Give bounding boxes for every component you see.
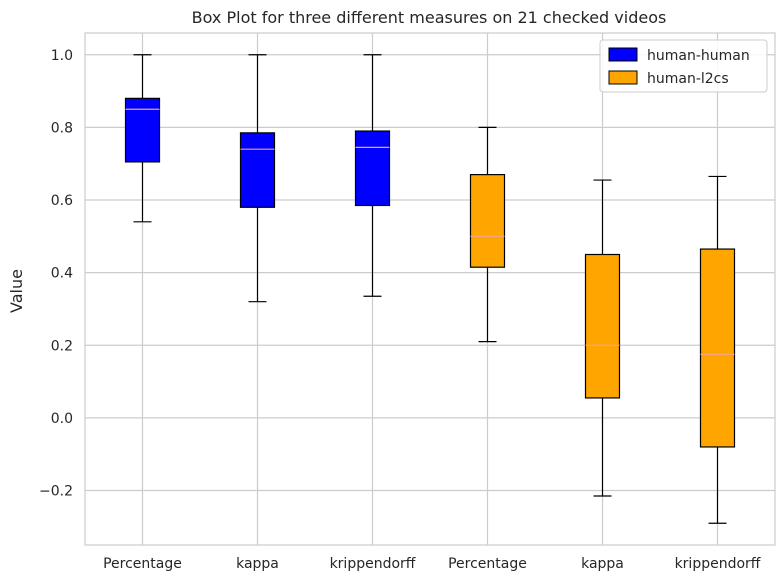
box-iqr xyxy=(124,97,161,163)
boxes xyxy=(124,54,736,524)
chart-title: Box Plot for three different measures on… xyxy=(192,8,667,27)
y-tick-label: 1.0 xyxy=(51,48,73,64)
legend-swatch xyxy=(608,70,638,85)
y-tick-label: 0.4 xyxy=(51,266,73,282)
box-iqr xyxy=(469,174,506,268)
x-tick-label: Percentage xyxy=(103,556,182,572)
y-tick-label: −0.2 xyxy=(39,484,73,500)
x-tick-label: krippendorff xyxy=(330,556,416,572)
box-iqr xyxy=(239,132,276,208)
y-tick-label: 0.6 xyxy=(51,193,73,209)
box-iqr xyxy=(699,248,736,448)
y-tick-label: 0.0 xyxy=(51,411,73,427)
x-tick-label: krippendorff xyxy=(675,556,761,572)
grid-lines xyxy=(85,33,775,545)
legend-box xyxy=(599,39,768,93)
tick-labels: 1.0 0.8 0.6 0.4 0.2 0.0 −0.2 Percentage kappa kri… xyxy=(39,48,761,572)
y-axis-label: Value xyxy=(7,269,26,313)
x-tick-label: kappa xyxy=(236,556,279,572)
x-tick-label: Percentage xyxy=(448,556,527,572)
x-tick-label: kappa xyxy=(581,556,624,572)
y-tick-label: 0.8 xyxy=(51,120,73,136)
legend: human-human human-l2cs xyxy=(599,39,768,93)
legend-label: human-l2cs xyxy=(647,71,729,87)
box-iqr xyxy=(354,130,391,207)
y-tick-label: 0.2 xyxy=(51,338,73,354)
box-iqr xyxy=(584,253,621,399)
legend-label: human-human xyxy=(647,48,750,64)
plot-frame xyxy=(84,32,776,546)
legend-swatch xyxy=(608,47,638,62)
